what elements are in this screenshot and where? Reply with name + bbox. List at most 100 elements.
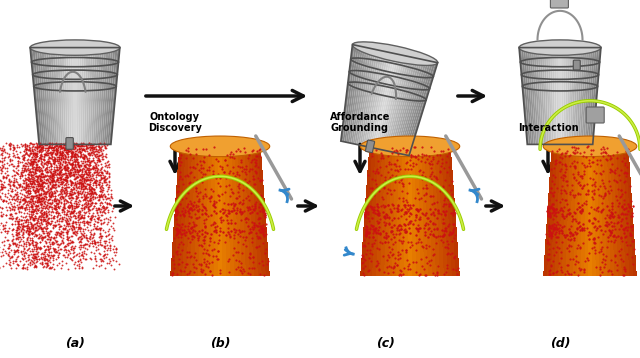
Polygon shape	[577, 48, 582, 144]
Point	[46, 192, 56, 198]
Point	[36, 170, 47, 176]
Point	[595, 272, 605, 277]
Point	[34, 199, 44, 205]
Point	[564, 207, 574, 212]
Point	[85, 187, 95, 193]
Point	[607, 210, 617, 216]
Polygon shape	[430, 211, 434, 214]
Point	[171, 216, 181, 222]
Point	[52, 188, 62, 194]
Polygon shape	[557, 159, 560, 162]
Point	[420, 245, 431, 251]
Polygon shape	[232, 146, 235, 149]
Polygon shape	[442, 162, 445, 164]
Point	[88, 226, 98, 232]
Polygon shape	[211, 188, 215, 190]
Polygon shape	[621, 255, 625, 257]
Polygon shape	[557, 149, 561, 151]
Polygon shape	[175, 252, 179, 255]
Point	[22, 192, 32, 198]
Point	[544, 251, 554, 257]
Point	[620, 225, 630, 231]
Polygon shape	[222, 265, 226, 268]
Point	[199, 246, 209, 252]
Polygon shape	[373, 260, 377, 263]
Point	[35, 245, 45, 251]
Point	[361, 228, 371, 234]
Point	[65, 193, 76, 198]
Point	[368, 192, 378, 198]
Point	[33, 164, 44, 170]
Polygon shape	[626, 149, 628, 151]
Point	[605, 228, 615, 234]
Polygon shape	[556, 185, 559, 188]
Point	[53, 204, 63, 210]
Polygon shape	[585, 183, 588, 185]
Point	[67, 210, 77, 216]
Polygon shape	[446, 245, 450, 247]
Point	[57, 237, 67, 243]
Point	[380, 174, 390, 180]
Polygon shape	[193, 216, 196, 219]
Point	[95, 169, 106, 174]
Point	[70, 148, 80, 154]
Point	[384, 214, 394, 220]
Point	[4, 241, 14, 247]
Point	[93, 219, 103, 225]
Polygon shape	[194, 185, 197, 188]
Point	[411, 161, 421, 167]
Point	[573, 179, 584, 184]
Polygon shape	[438, 227, 442, 229]
Polygon shape	[195, 255, 198, 257]
Point	[99, 205, 109, 211]
Point	[74, 226, 84, 231]
Polygon shape	[374, 170, 378, 172]
Point	[74, 180, 84, 186]
Point	[556, 211, 566, 217]
Polygon shape	[235, 149, 238, 151]
Polygon shape	[451, 257, 455, 260]
Polygon shape	[180, 232, 184, 234]
Polygon shape	[204, 221, 207, 224]
Point	[395, 271, 405, 276]
Point	[58, 179, 68, 185]
Polygon shape	[563, 252, 566, 255]
Point	[204, 252, 214, 258]
Polygon shape	[548, 263, 551, 265]
Polygon shape	[384, 180, 387, 183]
Polygon shape	[394, 219, 397, 221]
Polygon shape	[625, 268, 629, 271]
Point	[605, 238, 616, 244]
Point	[69, 166, 79, 171]
Polygon shape	[198, 271, 202, 273]
Point	[606, 155, 616, 161]
Polygon shape	[240, 208, 244, 211]
Point	[194, 206, 204, 212]
Polygon shape	[436, 185, 440, 188]
Point	[564, 243, 574, 249]
Point	[37, 174, 47, 179]
Point	[60, 140, 70, 146]
Point	[81, 189, 92, 195]
Polygon shape	[582, 177, 585, 180]
Point	[57, 152, 67, 158]
Point	[58, 141, 68, 147]
Polygon shape	[174, 221, 177, 224]
Point	[45, 162, 56, 168]
Point	[70, 163, 81, 169]
Polygon shape	[585, 206, 588, 208]
Polygon shape	[447, 193, 451, 195]
Point	[45, 151, 56, 157]
Point	[40, 194, 51, 199]
Point	[29, 217, 39, 223]
Point	[616, 204, 627, 210]
Polygon shape	[405, 149, 408, 151]
Point	[45, 168, 55, 174]
Point	[85, 197, 95, 203]
Polygon shape	[624, 175, 627, 177]
Polygon shape	[253, 252, 257, 255]
Point	[11, 215, 21, 221]
Polygon shape	[245, 247, 249, 250]
Polygon shape	[398, 164, 401, 167]
Point	[42, 236, 52, 241]
